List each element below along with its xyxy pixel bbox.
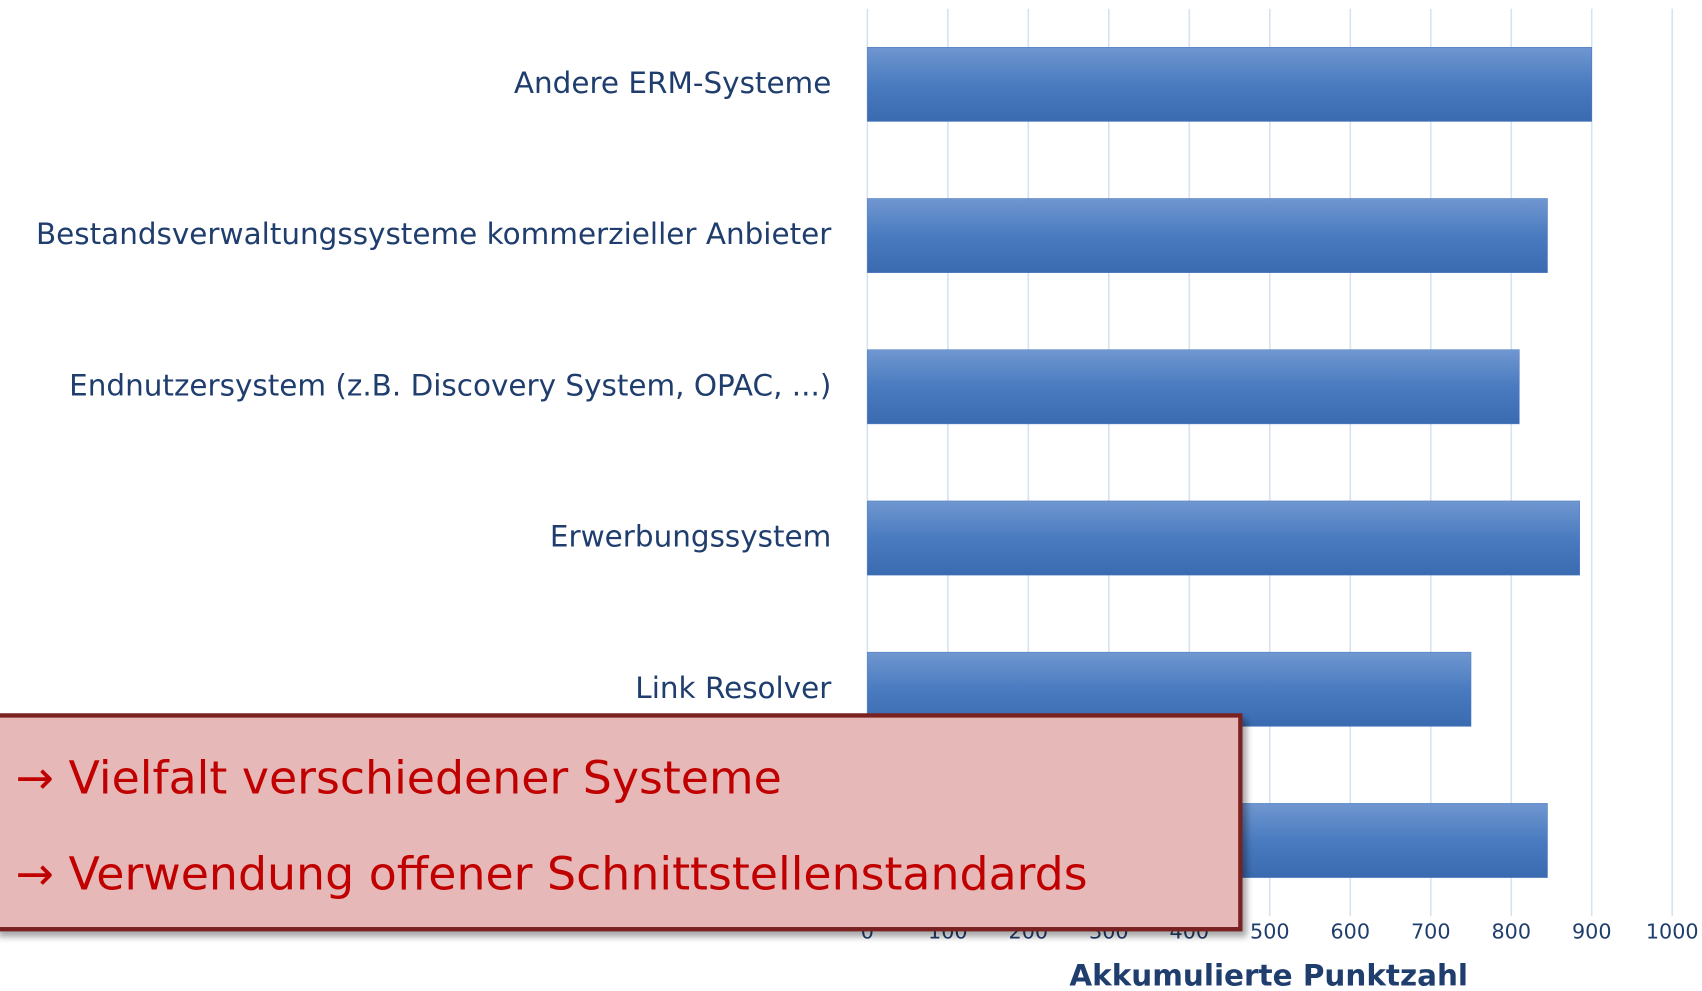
callout [0, 713, 1243, 932]
bar [867, 500, 1580, 576]
bars [867, 46, 1593, 878]
y-tick-label: Link Resolver [635, 671, 832, 705]
y-tick-label: Andere ERM-Systeme [514, 66, 831, 100]
y-tick-label: Endnutzersystem (z.B. Discovery System, … [69, 368, 831, 402]
bar [867, 46, 1593, 122]
x-tick-label: 800 [1491, 919, 1531, 943]
x-tick-label: 600 [1331, 919, 1371, 943]
y-tick-label: Bestandsverwaltungssysteme kommerzieller… [36, 217, 832, 251]
callout-line: → Vielfalt verschiedener Systeme [16, 750, 782, 804]
callout-line: → Verwendung offener Schnittstellenstand… [16, 846, 1088, 900]
x-tick-label: 500 [1250, 919, 1290, 943]
bar [867, 349, 1520, 425]
x-tick-label: 1000 [1646, 919, 1699, 943]
x-tick-label: 700 [1411, 919, 1451, 943]
callout-box [0, 713, 1243, 932]
y-tick-label: Erwerbungssystem [550, 520, 831, 554]
grid [866, 8, 1674, 917]
x-tick-label: 900 [1572, 919, 1612, 943]
bar [867, 198, 1548, 273]
x-axis-label: Akkumulierte Punktzahl [1069, 959, 1468, 987]
